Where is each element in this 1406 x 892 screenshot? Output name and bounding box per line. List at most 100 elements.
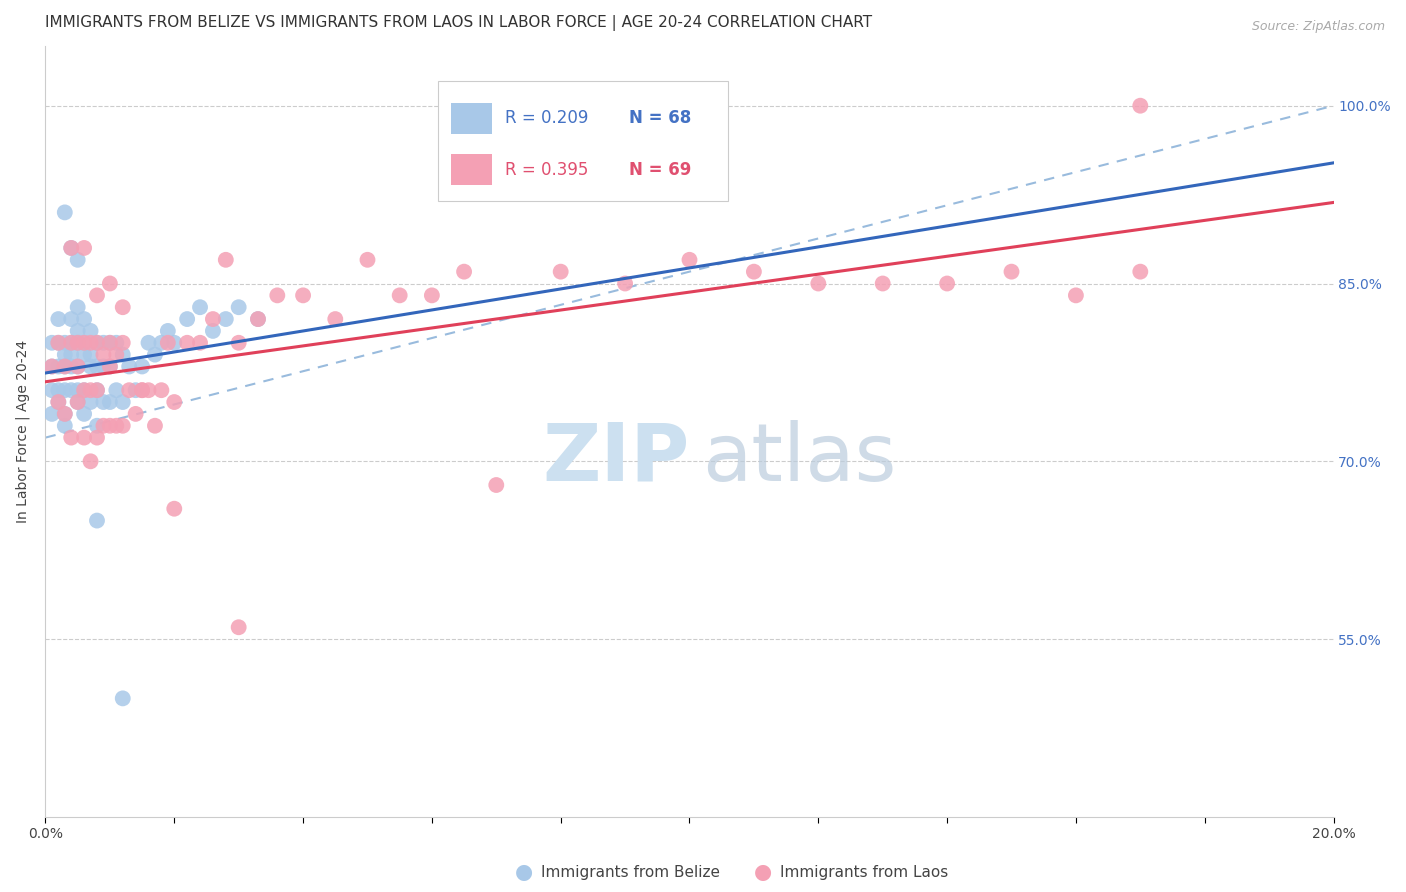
Point [53, 335, 76, 350]
Point [163, 501, 186, 516]
Point [176, 312, 198, 326]
Point [150, 383, 173, 397]
Point [60, 241, 83, 255]
Point [48, 359, 70, 374]
Point [131, 359, 153, 374]
Point [678, 252, 700, 267]
Point [93, 335, 115, 350]
Point [98, 359, 121, 374]
Point [936, 277, 959, 291]
Point [66, 395, 89, 409]
Y-axis label: In Labor Force | Age 20-24: In Labor Force | Age 20-24 [15, 340, 30, 524]
Point [98, 359, 121, 374]
Point [60, 241, 83, 255]
Point [228, 300, 250, 314]
FancyBboxPatch shape [451, 103, 492, 134]
Point [79, 348, 101, 362]
Point [53, 359, 76, 374]
Point [356, 252, 378, 267]
Point [124, 383, 146, 397]
Point [420, 288, 443, 302]
Point [98, 418, 121, 433]
Point [93, 348, 115, 362]
Point [1064, 288, 1087, 302]
Point [105, 383, 128, 397]
Point [66, 300, 89, 314]
Point [93, 395, 115, 409]
Point [53, 407, 76, 421]
Point [266, 288, 288, 302]
Text: ●: ● [516, 863, 533, 882]
Point [131, 383, 153, 397]
Point [41, 359, 63, 374]
Point [292, 288, 315, 302]
Point [73, 312, 96, 326]
Point [48, 335, 70, 350]
Point [79, 454, 101, 468]
Point [60, 431, 83, 445]
Point [86, 335, 108, 350]
Point [98, 335, 121, 350]
Point [105, 335, 128, 350]
Point [872, 277, 894, 291]
Point [485, 478, 508, 492]
Point [73, 431, 96, 445]
Point [48, 395, 70, 409]
Point [48, 335, 70, 350]
Point [156, 335, 179, 350]
Point [73, 335, 96, 350]
Point [105, 348, 128, 362]
Point [1000, 265, 1022, 279]
Text: Immigrants from Belize: Immigrants from Belize [541, 865, 720, 880]
Point [79, 335, 101, 350]
Point [143, 418, 166, 433]
Text: Source: ZipAtlas.com: Source: ZipAtlas.com [1251, 20, 1385, 33]
Point [53, 205, 76, 219]
Point [66, 252, 89, 267]
Point [246, 312, 269, 326]
Point [742, 265, 765, 279]
Point [86, 418, 108, 433]
Point [66, 335, 89, 350]
Point [53, 348, 76, 362]
Point [163, 395, 186, 409]
Point [118, 383, 141, 397]
Point [79, 324, 101, 338]
Point [111, 418, 134, 433]
Point [163, 335, 186, 350]
Point [86, 335, 108, 350]
Point [53, 407, 76, 421]
Point [66, 395, 89, 409]
Point [53, 359, 76, 374]
Point [60, 335, 83, 350]
Point [86, 514, 108, 528]
Point [53, 383, 76, 397]
Point [48, 383, 70, 397]
Point [188, 300, 211, 314]
Point [124, 407, 146, 421]
Point [111, 348, 134, 362]
Point [66, 359, 89, 374]
FancyBboxPatch shape [439, 81, 728, 201]
Point [48, 312, 70, 326]
Point [73, 383, 96, 397]
Point [98, 395, 121, 409]
Point [41, 359, 63, 374]
Point [138, 383, 160, 397]
Point [60, 348, 83, 362]
Point [66, 324, 89, 338]
Point [60, 383, 83, 397]
Point [86, 359, 108, 374]
Point [53, 418, 76, 433]
Point [105, 418, 128, 433]
Text: R = 0.395: R = 0.395 [505, 161, 589, 178]
Text: atlas: atlas [703, 419, 897, 498]
Point [453, 265, 475, 279]
Point [201, 324, 224, 338]
Point [66, 359, 89, 374]
Point [388, 288, 411, 302]
Point [614, 277, 637, 291]
Text: ●: ● [755, 863, 772, 882]
Text: N = 68: N = 68 [628, 109, 692, 127]
Text: IMMIGRANTS FROM BELIZE VS IMMIGRANTS FROM LAOS IN LABOR FORCE | AGE 20-24 CORREL: IMMIGRANTS FROM BELIZE VS IMMIGRANTS FRO… [45, 15, 873, 31]
